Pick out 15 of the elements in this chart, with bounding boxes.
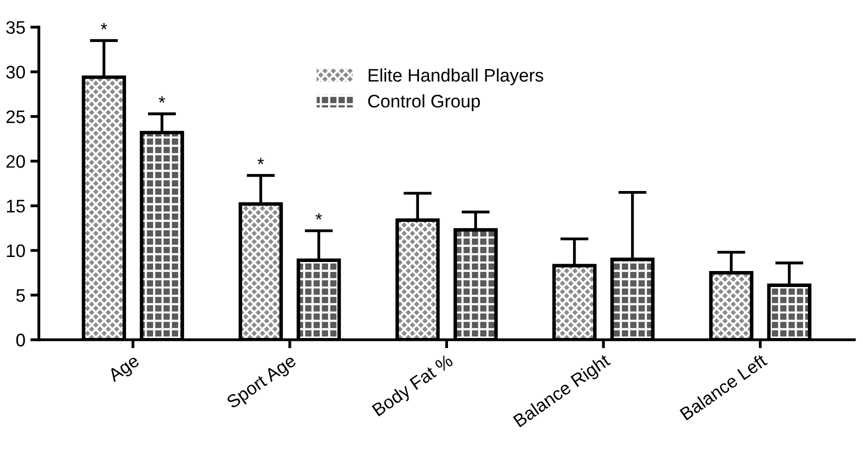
legend-label: Elite Handball Players: [368, 68, 544, 86]
data-label: *: [100, 23, 108, 30]
y-tick-label: 20: [6, 155, 25, 168]
y-tick-label: 15: [6, 200, 25, 213]
legend-label: Control Group: [368, 94, 480, 112]
y-tick-label: 30: [6, 66, 25, 79]
x-tick-label: Age: [107, 354, 142, 386]
y-tick-label: 0: [16, 334, 25, 346]
y-tick-label: 10: [6, 244, 25, 258]
data-label: *: [316, 213, 322, 220]
data-label: *: [158, 96, 166, 103]
y-tick-label: 25: [6, 110, 25, 124]
y-tick-label: 35: [6, 21, 25, 34]
y-tick-label: 5: [16, 289, 25, 302]
data-label: *: [258, 158, 264, 164]
